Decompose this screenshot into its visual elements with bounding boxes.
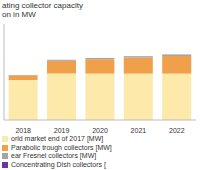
svg-text:2021: 2021	[131, 127, 147, 134]
svg-text:2018: 2018	[15, 127, 31, 134]
html-text:Concentrating Dish collectors: Concentrating Dish collectors [	[11, 160, 106, 168]
svg-text:2020: 2020	[92, 127, 108, 134]
svg-text:2019: 2019	[54, 127, 70, 134]
html-text:ating collector capacity on in: ating collector capacity on in MW	[2, 1, 83, 19]
html-text:orld market end of 2017 [MW]: orld market end of 2017 [MW]	[11, 135, 104, 142]
html-text:Parabolic trough collectors [M: Parabolic trough collectors [MW]	[11, 143, 112, 151]
svg-text:2022: 2022	[169, 127, 185, 134]
html-text:ear Fresnel collectors [MW]: ear Fresnel collectors [MW]	[11, 152, 97, 159]
